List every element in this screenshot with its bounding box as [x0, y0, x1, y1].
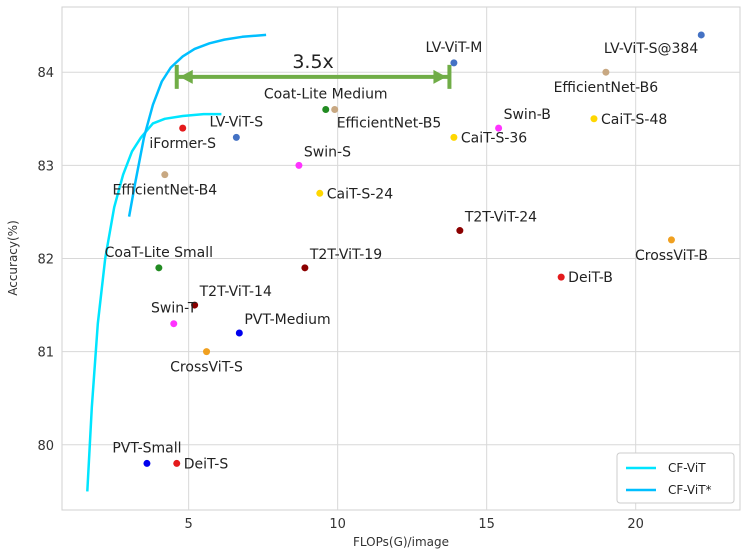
point-cait-s-36 — [450, 133, 458, 141]
point-label-coat-lite-medium: Coat-Lite Medium — [264, 86, 388, 102]
y-axis-ticks: 80 81 82 83 84 — [37, 66, 54, 454]
y-tick-label: 80 — [37, 439, 54, 454]
x-axis-title: FLOPs(G)/image — [353, 535, 449, 549]
point-label-cait-s-36: CaiT-S-36 — [461, 130, 527, 146]
point-label-lv-vit-s: LV-ViT-S — [210, 114, 264, 130]
point-label-t2t-vit-24: T2T-ViT-24 — [464, 210, 537, 226]
point-iformer-s — [179, 124, 187, 132]
point-label-cait-s-48: CaiT-S-48 — [601, 112, 667, 128]
series-lines — [86, 33, 267, 492]
point-label-efficientnet-b5: EfficientNet-B5 — [337, 115, 442, 131]
y-tick-label: 81 — [37, 346, 54, 361]
point-lv-vit-m — [450, 59, 458, 67]
point-t2t-vit-24 — [456, 227, 464, 235]
x-tick-label: 20 — [627, 517, 644, 532]
point-pvt-medium — [235, 329, 243, 337]
point-coat-lite-small — [155, 264, 163, 272]
legend-label-cf-vit-star: CF-ViT* — [668, 483, 712, 497]
series-line-cf-vit — [86, 112, 222, 492]
point-swin-s — [295, 161, 303, 169]
series-line-cf-vit — [127, 33, 267, 217]
point-label-pvt-medium: PVT-Medium — [244, 312, 330, 328]
speedup-arrow-head-left — [179, 69, 193, 84]
point-label-crossvit-s: CrossViT-S — [170, 360, 243, 376]
x-axis-ticks: 5 10 15 20 — [185, 517, 644, 532]
point-label-deit-b: DeiT-B — [568, 270, 613, 286]
y-axis-title: Accuracy(%) — [6, 220, 20, 296]
legend: CF-ViT CF-ViT* — [616, 452, 735, 504]
point-efficientnet-b4 — [161, 171, 169, 179]
point-deit-b — [557, 273, 565, 281]
point-label-pvt-small: PVT-Small — [112, 440, 181, 456]
point-label-crossvit-b: CrossViT-B — [635, 248, 708, 264]
point-pvt-small — [143, 459, 151, 467]
point-labels: LV-ViT-M LV-ViT-S@384 LV-ViT-S iFormer-S Coa… — [105, 40, 708, 473]
speedup-annotation: 3.5x — [174, 51, 452, 89]
y-tick-label: 82 — [37, 253, 54, 268]
point-efficientnet-b5 — [331, 105, 339, 113]
y-tick-label: 83 — [37, 159, 54, 174]
point-label-lv-vit-m: LV-ViT-M — [425, 40, 482, 56]
point-lv-vit-s — [232, 133, 240, 141]
point-label-swin-s: Swin-S — [304, 144, 351, 160]
point-label-t2t-vit-14: T2T-ViT-14 — [199, 284, 272, 300]
point-swin-t — [170, 320, 178, 328]
point-t2t-vit-14 — [191, 301, 199, 309]
point-label-coat-lite-small: CoaT-Lite Small — [105, 245, 213, 261]
point-swin-b — [495, 124, 503, 132]
speedup-arrow-head-right — [433, 69, 447, 84]
speedup-label: 3.5x — [292, 51, 333, 73]
point-t2t-vit-19 — [301, 264, 309, 272]
point-label-t2t-vit-19: T2T-ViT-19 — [309, 247, 382, 263]
point-label-deit-s: DeiT-S — [184, 456, 229, 472]
point-lv-vit-s-384 — [697, 31, 705, 39]
point-label-efficientnet-b6: EfficientNet-B6 — [554, 80, 659, 96]
point-coat-lite-medium — [322, 105, 330, 113]
point-label-iformer-s: iFormer-S — [149, 136, 216, 152]
point-efficientnet-b6 — [602, 68, 610, 76]
point-deit-s — [173, 459, 181, 467]
point-label-swin-b: Swin-B — [504, 107, 551, 123]
point-crossvit-b — [667, 236, 675, 244]
legend-label-cf-vit: CF-ViT — [668, 461, 706, 475]
point-cait-s-48 — [590, 115, 598, 123]
x-tick-label: 10 — [329, 517, 346, 532]
x-tick-label: 15 — [478, 517, 495, 532]
y-tick-label: 84 — [37, 66, 54, 81]
x-tick-label: 5 — [185, 517, 193, 532]
point-label-lv-vit-s-384: LV-ViT-S@384 — [604, 41, 698, 57]
point-label-efficientnet-b4: EfficientNet-B4 — [113, 183, 218, 199]
point-crossvit-s — [203, 348, 211, 356]
point-label-cait-s-24: CaiT-S-24 — [327, 186, 393, 202]
point-cait-s-24 — [316, 189, 324, 197]
scatter-points — [143, 31, 705, 467]
point-label-swin-t: Swin-T — [151, 301, 197, 317]
